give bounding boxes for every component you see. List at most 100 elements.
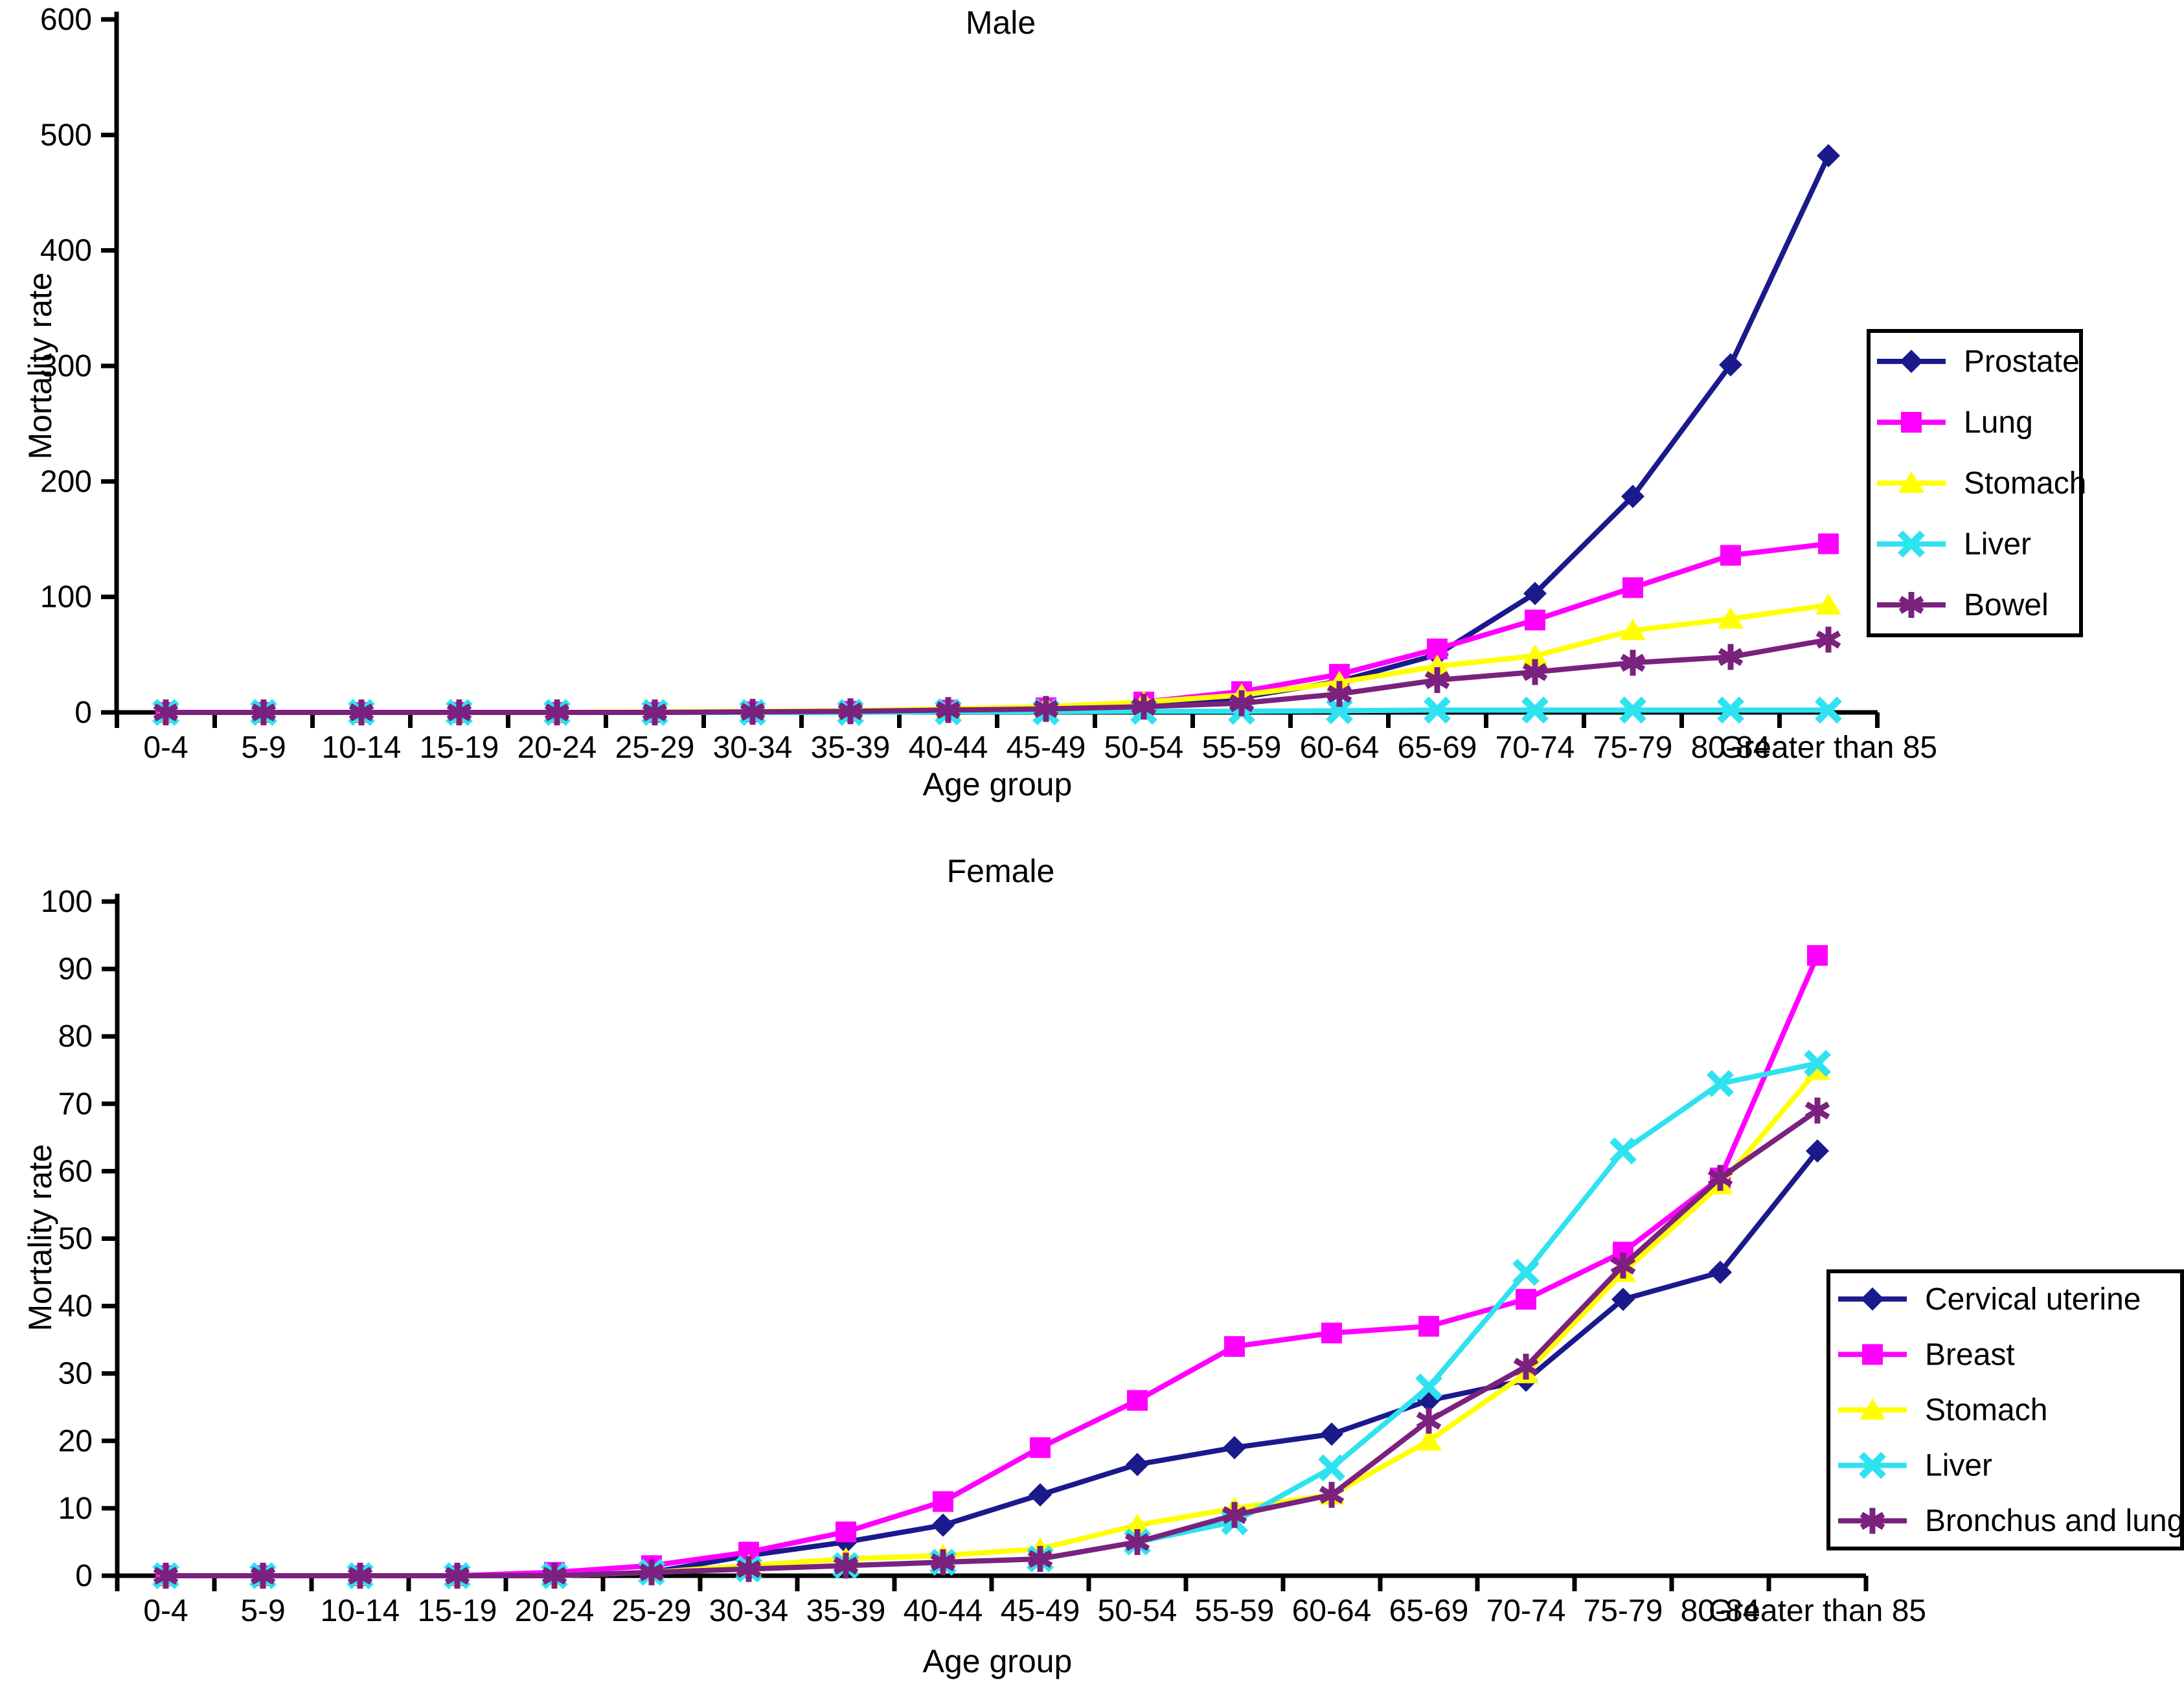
category-label: 60-64 xyxy=(1300,731,1380,765)
star-marker-icon xyxy=(1326,681,1352,707)
square-marker-icon xyxy=(1321,1322,1342,1344)
category-label: 35-39 xyxy=(806,1594,886,1628)
category-label: 65-69 xyxy=(1389,1594,1469,1628)
category-label: 50-54 xyxy=(1098,1594,1177,1628)
y-tick-label: 50 xyxy=(58,1222,93,1256)
category-label: 55-59 xyxy=(1195,1594,1275,1628)
diamond-marker-icon xyxy=(1817,144,1840,168)
x-marker-icon xyxy=(1717,696,1744,724)
star-marker-icon xyxy=(250,1563,276,1589)
star-marker-icon xyxy=(444,1563,470,1589)
diamond-marker-icon xyxy=(1611,1288,1635,1311)
category-label: 20-24 xyxy=(515,1594,595,1628)
legend-item-lung: Lung xyxy=(1877,405,2033,440)
category-label: 40-44 xyxy=(909,731,988,765)
series-line xyxy=(166,637,1829,715)
series-line xyxy=(166,154,1831,715)
category-label: 5-9 xyxy=(240,1594,285,1628)
x-marker-icon xyxy=(1318,1454,1345,1482)
square-marker-icon xyxy=(1901,412,1922,433)
star-marker-icon xyxy=(1610,1253,1636,1279)
category-label: 5-9 xyxy=(241,731,286,765)
male-chart-title: Male xyxy=(965,5,1036,41)
category-label: 0-4 xyxy=(143,731,188,765)
triangle-marker-icon xyxy=(1860,1398,1885,1420)
legend-label: Bronchus and lung xyxy=(1925,1504,2184,1538)
female-chart: 0 10 20 30 40 50 60 70 80 90 100 0-4 5-9 10-14 15-19 20… xyxy=(41,885,2184,1628)
star-marker-icon xyxy=(1124,1528,1150,1555)
star-marker-icon xyxy=(544,699,570,725)
legend-item-bronchus-and-lung: Bronchus and lung xyxy=(1838,1504,2184,1538)
star-marker-icon xyxy=(1319,1482,1345,1508)
category-label: 20-24 xyxy=(518,731,597,765)
category-label: 80-84 xyxy=(1681,1594,1760,1628)
x-marker-icon xyxy=(1815,696,1842,724)
y-tick-label: 100 xyxy=(40,580,92,615)
legend-item-stomach: Stomach xyxy=(1838,1393,2047,1427)
diamond-marker-icon xyxy=(1320,1422,1343,1446)
category-label: 0-4 xyxy=(143,1594,188,1628)
y-tick-label: 300 xyxy=(40,349,92,383)
square-marker-icon xyxy=(1622,577,1643,598)
category-label: 75-79 xyxy=(1584,1594,1663,1628)
star-marker-icon xyxy=(1815,626,1841,653)
legend-item-prostate: Prostate xyxy=(1877,345,2080,379)
y-tick-label: 0 xyxy=(75,1559,93,1593)
triangle-marker-icon xyxy=(1124,1513,1150,1535)
legend-item-liver: Liver xyxy=(1877,527,2031,562)
axes: 0 100 200 300 400 500 600 0-4 5-9 10-14 15-19 20-24… xyxy=(40,3,1937,765)
series-lung xyxy=(155,533,1839,723)
y-tick-label: 40 xyxy=(58,1289,93,1324)
legend-label: Stomach xyxy=(1964,466,2086,501)
y-tick-label: 400 xyxy=(40,234,92,268)
triangle-marker-icon xyxy=(1424,654,1450,676)
square-marker-icon xyxy=(1862,1344,1883,1365)
legend-item-stomach: Stomach xyxy=(1877,466,2086,501)
star-marker-icon xyxy=(541,1563,567,1589)
category-label: 70-74 xyxy=(1496,731,1575,765)
square-marker-icon xyxy=(1818,533,1839,554)
category-label: 30-34 xyxy=(713,731,793,765)
square-marker-icon xyxy=(836,1521,856,1543)
square-marker-icon xyxy=(1525,609,1545,631)
legend-label: Breast xyxy=(1925,1337,2015,1372)
male-x-axis-label: Age group xyxy=(922,766,1073,802)
legend-label: Liver xyxy=(1964,527,2031,562)
male-y-axis-label: Mortality rate xyxy=(22,272,58,460)
triangle-marker-icon xyxy=(1815,593,1841,615)
category-label: 40-44 xyxy=(904,1594,983,1628)
category-label: 45-49 xyxy=(1001,1594,1080,1628)
y-tick-label: 10 xyxy=(58,1492,93,1526)
y-tick-label: 70 xyxy=(58,1087,93,1121)
series-bronchus-and-lung xyxy=(153,1097,1830,1589)
star-marker-icon xyxy=(1707,1164,1733,1191)
category-label: 60-64 xyxy=(1292,1594,1372,1628)
diamond-marker-icon xyxy=(1621,484,1644,508)
legend-label: Bowel xyxy=(1964,588,2049,622)
axes: 0 10 20 30 40 50 60 70 80 90 100 0-4 5-9 10-14 15-19 20… xyxy=(41,885,1926,1628)
x-marker-icon xyxy=(1326,697,1353,725)
female-y-axis-label: Mortality rate xyxy=(22,1144,58,1332)
star-marker-icon xyxy=(348,699,374,725)
female-chart-title: Female xyxy=(946,853,1055,889)
y-tick-label: 200 xyxy=(40,464,92,499)
square-marker-icon xyxy=(1224,1336,1245,1357)
diamond-marker-icon xyxy=(1806,1139,1829,1163)
category-label: 70-74 xyxy=(1486,1594,1566,1628)
x-marker-icon xyxy=(1619,696,1646,724)
category-label: Greater than 85 xyxy=(1709,1594,1926,1628)
y-tick-label: 0 xyxy=(74,696,92,730)
y-tick-label: 80 xyxy=(58,1019,93,1054)
star-marker-icon xyxy=(1718,644,1744,670)
star-marker-icon xyxy=(1898,592,1924,618)
legend-item-breast: Breast xyxy=(1838,1337,2015,1372)
series-prostate xyxy=(154,144,1840,724)
legend-label: Stomach xyxy=(1925,1393,2047,1427)
x-marker-icon xyxy=(1415,1373,1442,1401)
y-tick-label: 100 xyxy=(41,885,93,919)
category-label: 10-14 xyxy=(321,1594,400,1628)
x-marker-icon xyxy=(1898,530,1925,558)
legend: Cervical uterine Breast Stomach Liver Bronch… xyxy=(1826,1269,2184,1550)
square-marker-icon xyxy=(1720,545,1741,566)
